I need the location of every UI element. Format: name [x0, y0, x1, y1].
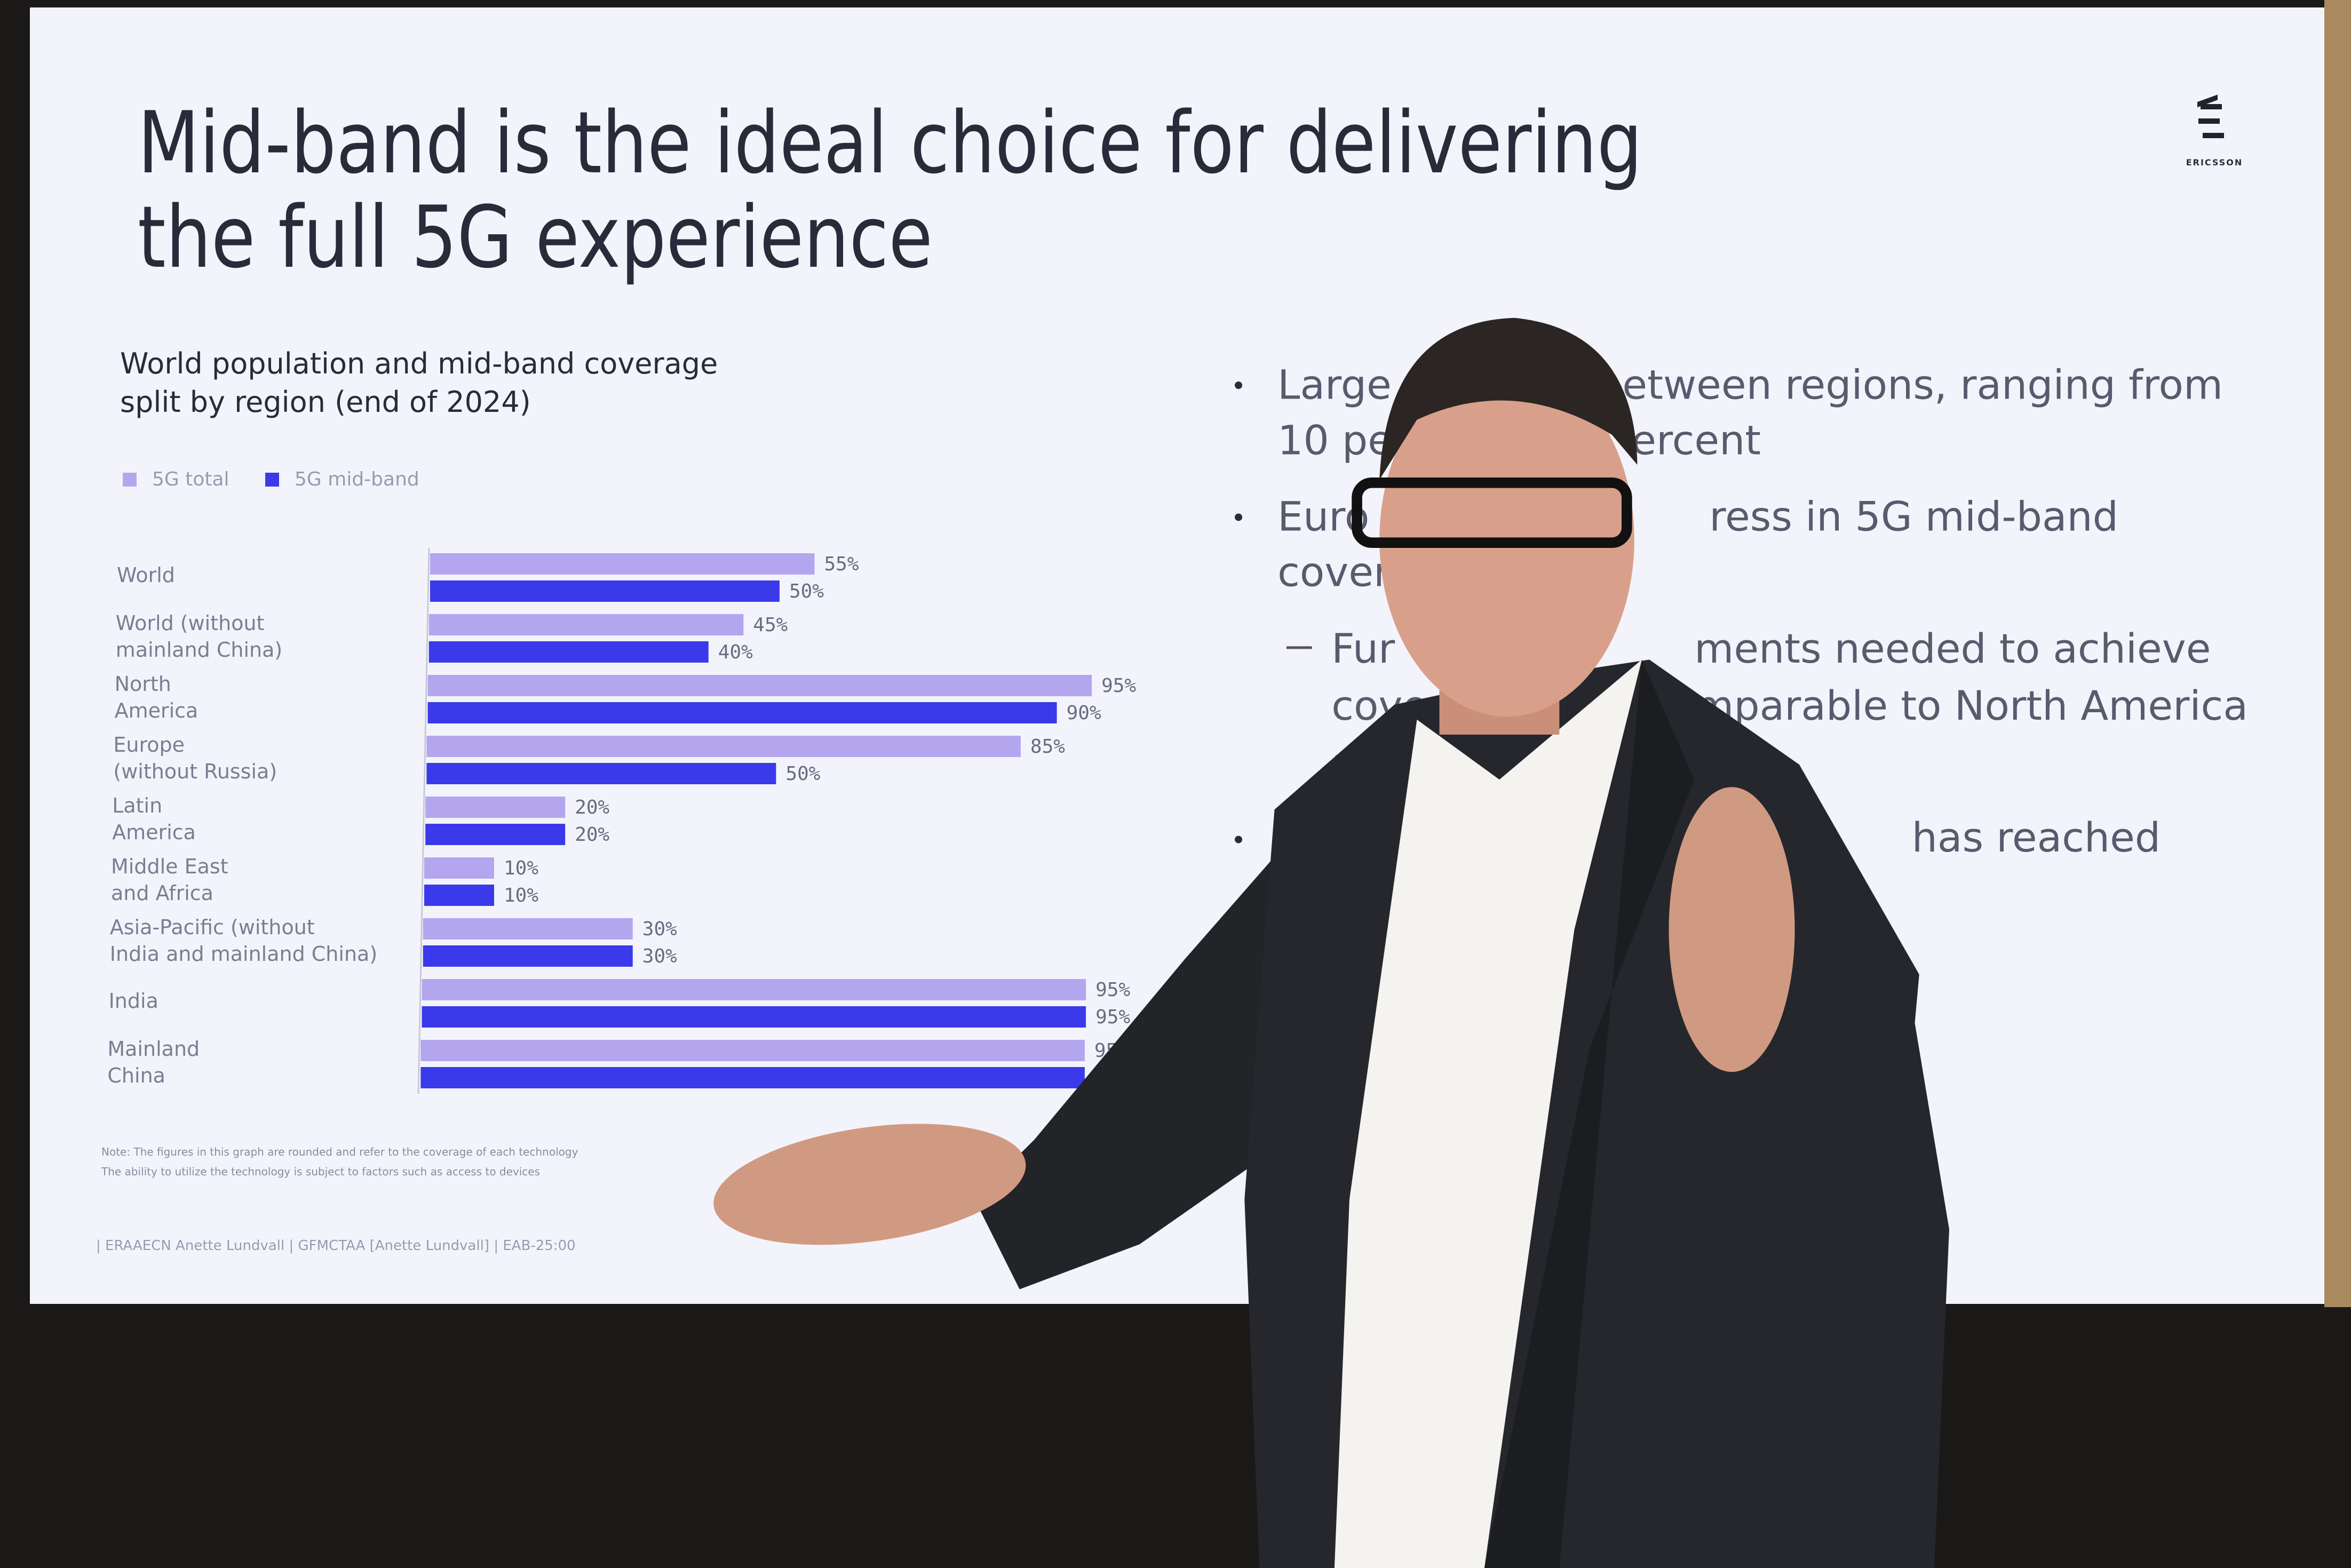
value-label: 95%: [1101, 675, 1136, 697]
category-label: Europe (without Russia): [113, 733, 277, 783]
legend-label: 5G mid-band: [295, 468, 419, 490]
speaker: [713, 317, 1949, 1568]
value-label: 20%: [575, 824, 609, 846]
logo-text: ERICSSON: [2186, 157, 2243, 168]
category-label: World (without mainland China): [115, 611, 283, 662]
footer: | ERAAECN Anette Lundvall | GFMCTAA [Ane…: [96, 1238, 576, 1254]
value-label: 45%: [753, 614, 788, 636]
bar: [426, 763, 776, 784]
value-label: 30%: [642, 918, 677, 940]
value-label: 10%: [504, 885, 538, 906]
bullet-text: ress in 5G mid-band: [1709, 493, 2118, 540]
note: Note: The figures in this graph are roun…: [101, 1145, 578, 1158]
hand-left: [713, 1124, 1026, 1245]
logo-bar: [2201, 104, 2222, 109]
value-label: 95%: [1095, 1006, 1130, 1028]
category-label: Asia-Pacific (without India and mainland…: [109, 916, 378, 966]
bar: [430, 553, 815, 575]
value-label: 20%: [575, 797, 609, 818]
slide-title: Mid-band is the ideal choice for deliver…: [138, 93, 1642, 193]
value-label: 90%: [1067, 702, 1101, 724]
hand-right: [1669, 787, 1795, 1072]
bar: [420, 1040, 1085, 1061]
bullet-text: mparable to North America: [1694, 682, 2248, 729]
value-label: 95%: [1095, 979, 1130, 1001]
value-label: 85%: [1030, 736, 1065, 758]
bar: [427, 702, 1057, 723]
bar: [422, 979, 1086, 1000]
hair: [1379, 317, 1638, 480]
chart-title: World population and mid-band coverage: [120, 347, 718, 380]
bar: [428, 641, 709, 663]
glasses: [1352, 477, 1632, 548]
legend-swatch: [265, 473, 279, 487]
category-label: India: [108, 989, 158, 1013]
bar: [424, 885, 494, 906]
bar: [423, 918, 633, 940]
value-label: 55%: [824, 553, 859, 575]
bar: [425, 797, 566, 818]
axis-line: [417, 547, 430, 1094]
bullet-dot: [1235, 835, 1243, 843]
bullet-text: ercent: [1631, 416, 1761, 464]
bar: [423, 945, 633, 967]
value-label: 50%: [789, 580, 824, 602]
shirt: [1334, 659, 1642, 1568]
slide-title: the full 5G experience: [138, 187, 933, 287]
bullet-dot: [1235, 381, 1243, 389]
logo-bar: [2203, 133, 2224, 138]
bar: [424, 857, 494, 879]
category-label: Latin America: [112, 794, 196, 844]
bar: [420, 1067, 1085, 1088]
lapel: [1484, 659, 1695, 1568]
bullet-text: has reached: [1912, 814, 2161, 861]
legend-swatch: [123, 473, 137, 487]
bar: [428, 614, 744, 635]
bullet-dot: [1235, 513, 1243, 521]
logo-bar: [2198, 118, 2220, 124]
bullet-text: Large: [1277, 361, 1392, 408]
arm-left: [974, 839, 1290, 1290]
value-label: 30%: [642, 945, 677, 967]
bar: [422, 1006, 1086, 1028]
value-label: 40%: [718, 641, 753, 663]
category-label: Middle East and Africa: [111, 855, 228, 905]
category-label: North America: [114, 672, 198, 722]
bullet-text: cover: [1277, 548, 1391, 596]
bar: [425, 824, 566, 845]
chart-title: split by region (end of 2024): [120, 385, 531, 419]
bullet-text: ments needed to achieve: [1694, 625, 2211, 672]
bar: [430, 580, 780, 602]
logo: [2197, 94, 2224, 138]
bullet-text: Fur: [1331, 625, 1395, 672]
value-label: 50%: [785, 763, 820, 785]
category-label: World: [117, 563, 175, 587]
bullet-text: etween regions, ranging from: [1622, 361, 2223, 408]
note: The ability to utilize the technology is…: [101, 1165, 540, 1178]
legend-label: 5G total: [152, 468, 229, 490]
bullet-text: 10 pe: [1277, 416, 1393, 464]
value-label: 10%: [504, 857, 538, 879]
bar: [427, 675, 1092, 696]
category-label: Mainland China: [107, 1037, 200, 1087]
bar: [426, 736, 1021, 757]
wall-edge: [2324, 0, 2351, 1307]
